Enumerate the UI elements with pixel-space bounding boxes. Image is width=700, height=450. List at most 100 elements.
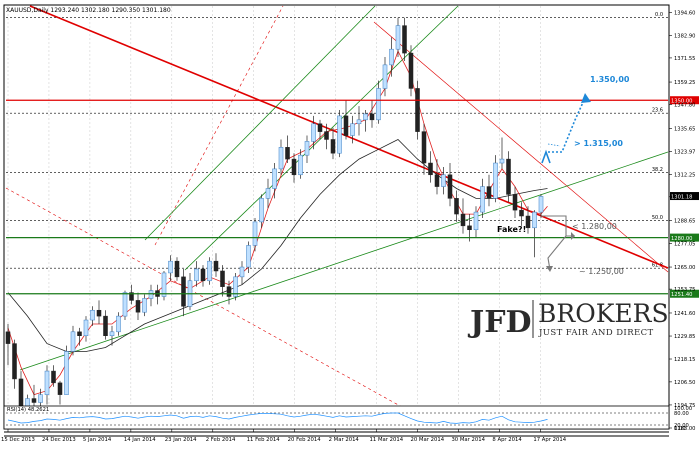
- price-tag: [670, 233, 699, 242]
- candle-body: [64, 351, 69, 395]
- candle-body: [148, 290, 154, 299]
- y-tick-label: 1288.65: [674, 219, 695, 225]
- fib-level-label: 0.0: [655, 12, 663, 18]
- candle-body: [265, 188, 271, 199]
- candle-body: [129, 292, 134, 301]
- candle-body: [512, 194, 518, 211]
- target-up-label: 1.350,00: [590, 75, 630, 84]
- y-tick-label: 1253.75: [674, 287, 695, 293]
- candle-body: [233, 276, 238, 297]
- rsi-label: RSI(14) 48.2621: [7, 407, 49, 413]
- candle-body: [382, 64, 388, 89]
- candle-body: [389, 48, 394, 66]
- rsi-lower-label: 20.00: [674, 423, 689, 429]
- candle-body: [226, 286, 232, 297]
- current-price-label: 1301.18: [671, 194, 692, 200]
- candle-body: [168, 260, 173, 274]
- candle-body: [538, 196, 544, 213]
- candle-body: [246, 245, 251, 268]
- candle-body: [12, 343, 17, 380]
- x-tick-label: 24 Dec 2013: [42, 437, 76, 443]
- bullish-arrow-head: [581, 93, 591, 103]
- x-tick-label: 8 Apr 2014: [492, 437, 522, 443]
- candle-body: [122, 292, 128, 317]
- candle-body: [83, 319, 89, 336]
- candle-body: [317, 123, 323, 132]
- candle-body: [213, 260, 219, 272]
- y-tick-label: 1382.90: [674, 34, 695, 40]
- price-tag: [670, 289, 699, 298]
- rsi-line: [7, 412, 548, 424]
- candle-body: [369, 113, 375, 121]
- candle-body: [525, 215, 531, 229]
- candle-body: [200, 268, 206, 282]
- candle-body: [135, 300, 141, 313]
- candle-body: [311, 123, 316, 142]
- candle-body: [207, 260, 212, 282]
- candle-body: [220, 270, 225, 287]
- candle-body: [70, 331, 76, 352]
- candle-body: [324, 131, 329, 140]
- candle-body: [259, 198, 264, 223]
- annotations: 1.350,00 > 1.315,00 < 1.280,00 ~ 1.250,00 Fa…: [497, 75, 630, 276]
- candle-body: [421, 131, 427, 164]
- bearish-arrow-head-1: [571, 232, 575, 240]
- main-downtrend-line: [29, 5, 669, 269]
- candle-body: [194, 268, 199, 282]
- candle-body: [38, 394, 43, 403]
- slow-moving-average: [7, 139, 548, 352]
- y-tick-label: 1277.05: [674, 241, 695, 247]
- candle-body: [174, 260, 180, 278]
- candle-body: [454, 198, 459, 215]
- y-tick-label: 1371.55: [674, 56, 695, 62]
- y-tick-label: 1394.60: [674, 11, 695, 17]
- candle-body: [460, 213, 466, 227]
- y-tick-label: 1265.00: [674, 265, 695, 271]
- symbol-header: XAUUSD,Daily 1293.240 1302.180 1290.350 …: [6, 7, 171, 14]
- candle-body: [532, 211, 537, 229]
- candle-body: [252, 221, 258, 246]
- candle-body: [291, 158, 297, 176]
- candle-body: [31, 398, 37, 403]
- logo-tagline: JUST FAIR AND DIRECT: [538, 328, 654, 338]
- x-tick-label: 2 Mar 2014: [329, 437, 360, 443]
- y-tick-label: 1206.50: [674, 380, 695, 386]
- x-tick-label: 17 Apr 2014: [533, 437, 566, 443]
- candle-body: [161, 272, 167, 297]
- candle-body: [467, 225, 472, 231]
- candle-body: [415, 88, 420, 132]
- candle-body: [350, 123, 355, 136]
- price-tag-label: 1280.00: [671, 236, 692, 242]
- x-tick-label: 2 Feb 2014: [206, 437, 236, 443]
- candle-body: [304, 141, 310, 156]
- candle-body: [57, 382, 63, 395]
- mid-target-connector: [547, 143, 561, 147]
- x-tick-label: 23 Jan 2014: [165, 437, 197, 443]
- candle-body: [44, 370, 50, 395]
- candle-body: [486, 186, 492, 199]
- candle-body: [519, 209, 524, 217]
- candle-body: [109, 331, 115, 336]
- candle-body: [337, 115, 342, 154]
- x-tick-label: 14 Jan 2014: [124, 437, 156, 443]
- x-tick-label: 30 Mar 2014: [451, 437, 485, 443]
- logo-secondary: BROKERS: [538, 299, 669, 328]
- breakout-arrow: [541, 149, 551, 164]
- candle-body: [181, 276, 186, 307]
- y-tick-label: 1218.15: [674, 357, 695, 363]
- candle-body: [402, 25, 407, 54]
- candle-body: [447, 174, 453, 199]
- candle-body: [298, 154, 303, 176]
- y-tick-label: 1241.60: [674, 311, 695, 317]
- candlesticks: [5, 17, 544, 425]
- fib-level-label: 61.8: [652, 263, 663, 269]
- candle-body: [356, 119, 362, 125]
- y-tick-label: 1183.00: [674, 426, 695, 432]
- candle-body: [77, 331, 82, 336]
- rsi-frame: [3, 405, 670, 430]
- candle-body: [363, 113, 368, 121]
- candle-body: [480, 186, 485, 213]
- bullish-path-dotted: [548, 97, 586, 153]
- fib-level-label: 38.2: [652, 167, 663, 173]
